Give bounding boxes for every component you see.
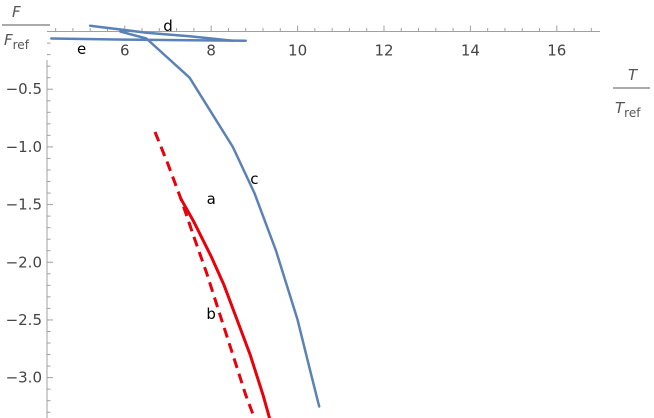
x-tick-label: 14: [461, 42, 480, 60]
y-tick-label: −1.0: [6, 138, 42, 156]
y-tick-label: −0.5: [6, 80, 42, 98]
y-axis-title-denominator: Fref: [4, 31, 30, 52]
series-line-a: [179, 197, 271, 418]
x-tick-label: 12: [374, 42, 393, 60]
y-axis-title-denominator-sub: ref: [13, 38, 30, 52]
x-tick-label: 8: [206, 42, 216, 60]
y-axis-title-denominator-main: F: [4, 31, 13, 49]
x-axis-title-denominator-sub: ref: [624, 106, 641, 120]
y-tick-label: −2.0: [6, 253, 42, 271]
x-axis-title: T Tref: [613, 66, 650, 120]
x-tick-label: 10: [288, 42, 307, 60]
x-axis-title-numerator: T: [628, 66, 639, 84]
y-tick-label: −3.0: [6, 369, 42, 387]
x-axis-title-denominator: Tref: [615, 99, 641, 120]
series-line-e: [50, 37, 247, 43]
x-tick-label: 16: [547, 42, 566, 60]
y-tick-label: −1.5: [6, 196, 42, 214]
y-axis-title-numerator: F: [12, 3, 21, 21]
axes: 6 8 10 12 14 16 −0.5 −1.0 −1.5 −2.0 −2.5 −3.0: [6, 25, 600, 418]
y-axis-title: F Fref: [2, 3, 50, 52]
curve-label-b: b: [206, 305, 216, 323]
curve-label-e: e: [77, 40, 86, 58]
curve-label-c: c: [250, 170, 258, 188]
series-line-d: [88, 24, 235, 43]
x-axis-title-denominator-main: T: [615, 99, 626, 117]
series-line-c: [119, 30, 321, 408]
series-line-b: [153, 131, 256, 418]
x-tick-label: 6: [120, 42, 130, 60]
curve-label-d: d: [163, 17, 173, 35]
curve-label-a: a: [207, 190, 216, 208]
y-tick-label: −2.5: [6, 311, 42, 329]
annotations-group: a b c d e: [77, 17, 259, 323]
series-group: [50, 24, 321, 418]
